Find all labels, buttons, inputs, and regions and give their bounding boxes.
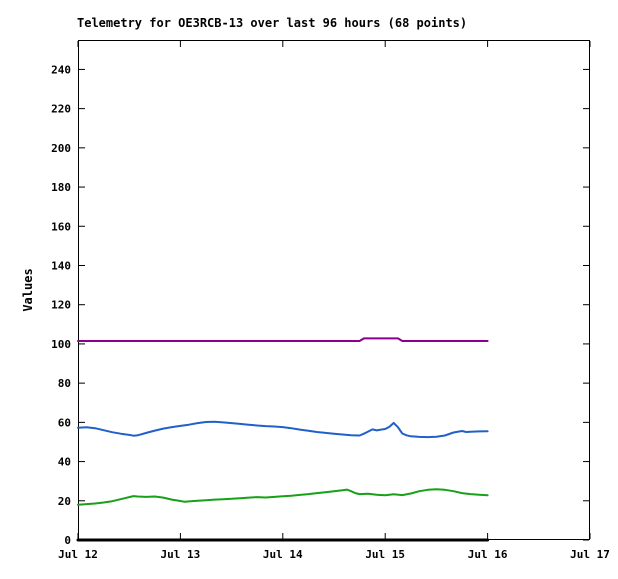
- x-tick-label: Jul 14: [263, 548, 303, 561]
- y-tick-label: 100: [51, 338, 71, 351]
- x-tick-label: Jul 12: [58, 548, 98, 561]
- x-tick-label: Jul 15: [365, 548, 405, 561]
- x-tick-label: Jul 16: [468, 548, 508, 561]
- y-tick-label: 60: [58, 416, 71, 429]
- y-tick-label: 40: [58, 456, 71, 469]
- series-green-line: [77, 488, 489, 506]
- x-tick-label: Jul 17: [570, 548, 610, 561]
- plot-border: [78, 40, 590, 540]
- series-purple-line: [77, 337, 489, 342]
- y-tick-label: 240: [51, 63, 71, 76]
- chart-title: Telemetry for OE3RCB-13 over last 96 hou…: [77, 16, 468, 30]
- x-tick-label: Jul 13: [161, 548, 201, 561]
- y-tick-label: 80: [58, 377, 71, 390]
- y-tick-label: 20: [58, 495, 71, 508]
- y-tick-label: 200: [51, 142, 71, 155]
- y-tick-label: 220: [51, 103, 71, 116]
- y-tick-label: 180: [51, 181, 71, 194]
- y-tick-label: 120: [51, 299, 71, 312]
- series-blue-line: [77, 420, 489, 439]
- y-tick-label: 160: [51, 220, 71, 233]
- y-tick-label: 140: [51, 259, 71, 272]
- y-tick-label: 0: [64, 534, 71, 547]
